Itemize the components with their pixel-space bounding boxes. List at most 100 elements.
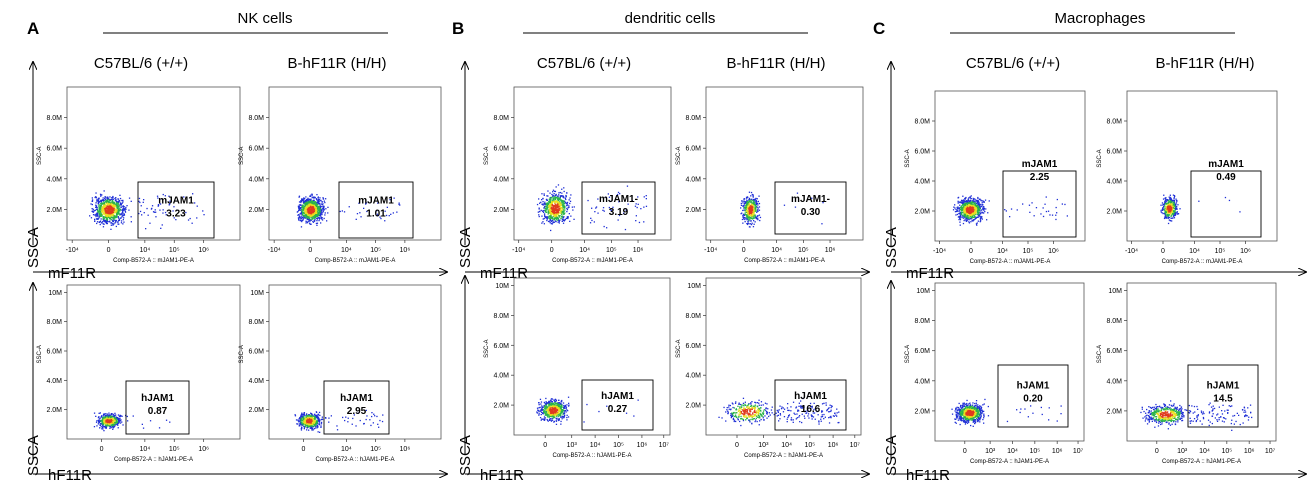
- scatter-point: [314, 213, 317, 215]
- scatter-point: [304, 208, 306, 211]
- scatter-point: [557, 184, 560, 186]
- scatter-point: [552, 199, 555, 201]
- scatter-point: [99, 208, 102, 210]
- y-tick-label: 10M: [495, 283, 509, 290]
- scatter-point: [351, 423, 353, 425]
- scatter-point: [105, 215, 107, 217]
- scatter-point: [97, 218, 99, 220]
- scatter-point: [300, 201, 302, 204]
- scatter-point: [558, 219, 560, 221]
- scatter-point: [758, 402, 760, 404]
- scatter-point: [749, 204, 751, 207]
- scatter-point: [812, 412, 814, 414]
- scatter-point: [314, 423, 317, 425]
- scatter-point: [109, 207, 112, 209]
- scatter-point: [750, 195, 752, 197]
- scatter-point: [311, 206, 313, 209]
- scatter-point: [110, 413, 112, 415]
- scatter-point: [564, 205, 566, 207]
- scatter-point: [559, 411, 562, 413]
- scatter-point: [119, 197, 122, 200]
- scatter-point: [303, 416, 305, 418]
- gate-label: hJAM1: [601, 391, 634, 402]
- scatter-point: [327, 212, 329, 214]
- scatter-point: [363, 423, 365, 425]
- scatter-point: [541, 409, 543, 411]
- scatter-point: [557, 209, 560, 212]
- scatter-point: [310, 205, 312, 207]
- scatter-point: [548, 205, 550, 207]
- scatter-point: [798, 415, 801, 417]
- scatter-point: [299, 209, 301, 211]
- scatter-point: [625, 412, 628, 414]
- scatter-point: [749, 413, 751, 416]
- scatter-point: [153, 211, 156, 213]
- scatter-point: [744, 208, 746, 210]
- scatter-point: [303, 412, 306, 414]
- scatter-point: [103, 201, 105, 204]
- scatter-point: [151, 205, 154, 207]
- scatter-point: [540, 403, 542, 405]
- scatter-point: [560, 411, 562, 414]
- scatter-point: [546, 216, 548, 218]
- scatter-point: [745, 198, 747, 200]
- scatter-point: [563, 411, 565, 413]
- scatter-point: [312, 420, 314, 422]
- scatter-point: [746, 223, 748, 225]
- scatter-point: [304, 198, 306, 200]
- scatter-point: [307, 222, 309, 224]
- scatter-point: [119, 213, 122, 215]
- scatter-point: [743, 213, 745, 215]
- scatter-point: [313, 422, 315, 424]
- scatter-point: [111, 205, 113, 207]
- scatter-point: [816, 410, 818, 413]
- scatter-point: [558, 205, 560, 207]
- scatter-point: [754, 408, 756, 411]
- scatter-point: [112, 213, 114, 215]
- scatter-point: [366, 210, 368, 213]
- scatter-point: [586, 403, 588, 406]
- x-tick-label: 10⁵: [606, 247, 617, 254]
- scatter-point: [754, 204, 756, 206]
- scatter-point: [557, 210, 559, 213]
- scatter-point: [98, 208, 101, 210]
- scatter-point: [314, 219, 316, 221]
- scatter-point: [109, 212, 111, 215]
- scatter-point: [313, 204, 316, 206]
- scatter-point: [310, 201, 313, 203]
- scatter-point: [316, 218, 318, 220]
- scatter-point: [744, 404, 747, 406]
- scatter-point: [555, 216, 557, 218]
- scatter-point: [301, 205, 304, 207]
- scatter-point: [549, 220, 551, 222]
- scatter-point: [307, 208, 309, 210]
- scatter-point: [115, 209, 117, 211]
- scatter-point: [747, 211, 749, 213]
- scatter-point: [543, 217, 545, 220]
- scatter-point: [568, 402, 570, 404]
- scatter-point: [115, 217, 117, 219]
- scatter-point: [550, 198, 552, 200]
- scatter-points: [93, 412, 171, 432]
- scatter-point: [315, 202, 317, 204]
- scatter-point: [548, 411, 551, 414]
- scatter-point: [554, 413, 556, 415]
- scatter-point: [105, 427, 107, 429]
- scatter-point: [563, 201, 565, 203]
- scatter-point: [113, 218, 115, 221]
- scatter-point: [557, 218, 560, 220]
- scatter-point: [542, 221, 544, 223]
- scatter-point: [162, 209, 164, 211]
- scatter-point: [109, 202, 111, 204]
- scatter-point: [299, 204, 301, 206]
- scatter-point: [309, 223, 311, 225]
- scatter-point: [305, 214, 307, 216]
- scatter-point: [106, 220, 108, 222]
- scatter-point: [315, 217, 318, 219]
- scatter-point: [555, 219, 557, 221]
- scatter-point: [308, 204, 310, 206]
- scatter-point: [757, 204, 759, 206]
- scatter-point: [558, 209, 561, 211]
- scatter-point: [312, 199, 315, 201]
- y-tick-label: 2.0M: [248, 207, 264, 214]
